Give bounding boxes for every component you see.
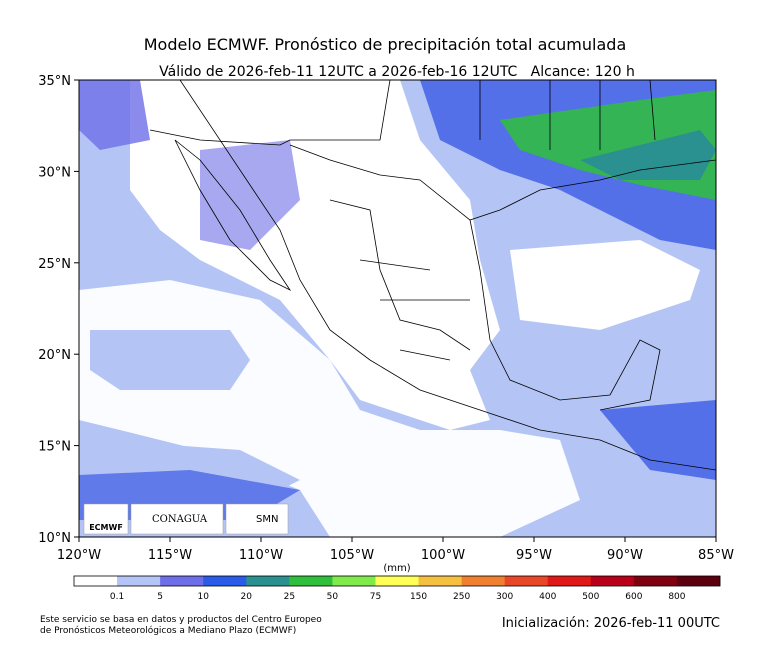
- colorbar-label: 800: [668, 592, 685, 602]
- logo-conagua: CONAGUA: [152, 514, 208, 525]
- colorbar-label: 500: [582, 592, 599, 602]
- footer-init: Inicialización: 2026-feb-11 00UTC: [502, 616, 720, 631]
- colorbar-swatch: [203, 576, 247, 586]
- colorbar-swatch: [547, 576, 592, 586]
- colorbar-label: 75: [370, 592, 381, 602]
- colorbar-label: 300: [496, 592, 513, 602]
- colorbar-swatch: [117, 576, 161, 586]
- colorbar-swatch: [590, 576, 635, 586]
- lat-label: 30°N: [38, 165, 71, 180]
- title: Modelo ECMWF. Pronóstico de precipitació…: [144, 35, 627, 54]
- colorbar-swatch: [375, 576, 419, 586]
- lon-label: 100°W: [421, 548, 465, 563]
- lon-label: 90°W: [607, 548, 643, 563]
- colorbar-label: 50: [327, 592, 339, 602]
- colorbar-swatch: [289, 576, 333, 586]
- colorbar-swatch: [246, 576, 290, 586]
- lon-label: 105°W: [330, 548, 374, 563]
- lon-label: 120°W: [57, 548, 101, 563]
- colorbar-swatch: [74, 576, 118, 586]
- colorbar-swatch: [461, 576, 505, 586]
- logo-smn: SMN: [256, 514, 278, 525]
- lon-label: 110°W: [239, 548, 283, 563]
- colorbar-frame: [73, 575, 721, 587]
- footer-source-1: Este servicio se basa en datos y product…: [40, 615, 322, 625]
- colorbar-swatch: [633, 576, 678, 586]
- map: [79, 80, 716, 537]
- colorbar-swatch: [676, 576, 721, 586]
- colorbar-label: 20: [241, 592, 253, 602]
- colorbar-label: 0.1: [110, 592, 124, 602]
- colorbar-swatch: [160, 576, 204, 586]
- subtitle: Válido de 2026-feb-11 12UTC a 2026-feb-1…: [159, 64, 635, 80]
- colorbar-swatch: [504, 576, 549, 586]
- colorbar-label: 10: [197, 592, 209, 602]
- colorbar-swatch: [418, 576, 462, 586]
- lat-label: 25°N: [38, 257, 71, 272]
- lon-label: 115°W: [148, 548, 192, 563]
- logo-ecmwf: ECMWF: [89, 523, 123, 532]
- map-frame: [78, 79, 717, 538]
- colorbar-label: 5: [157, 592, 163, 602]
- colorbar-unit: (mm): [383, 563, 410, 574]
- lon-label: 95°W: [516, 548, 552, 563]
- lat-label: 10°N: [38, 531, 71, 546]
- lon-label: 85°W: [698, 548, 734, 563]
- logos: ECMWF CONAGUA SMN: [83, 503, 289, 535]
- colorbar-label: 400: [539, 592, 556, 602]
- colorbar-label: 600: [625, 592, 642, 602]
- footer-source-2: de Pronósticos Meteorológicos a Mediano …: [40, 625, 296, 636]
- lat-label: 15°N: [38, 440, 71, 455]
- colorbar-label: 250: [453, 592, 470, 602]
- colorbar-label: 150: [410, 592, 427, 602]
- colorbar-label: 25: [284, 592, 295, 602]
- lat-label: 35°N: [38, 74, 71, 89]
- lat-label: 20°N: [38, 348, 71, 363]
- colorbar-swatch: [332, 576, 376, 586]
